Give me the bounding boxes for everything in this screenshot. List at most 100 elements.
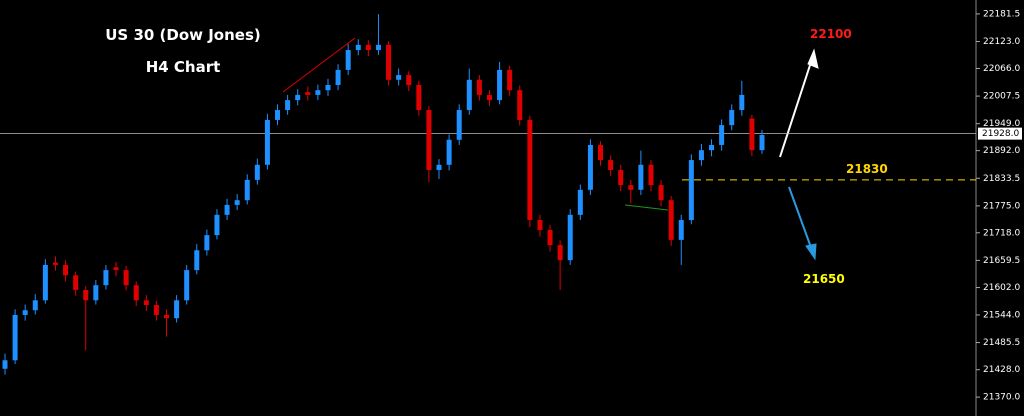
candle-body [527,119,533,221]
candle [497,61,503,105]
candle-body [608,160,614,170]
arrow-shaft [779,55,814,158]
candle [325,78,331,96]
candle-body [719,125,725,145]
candle [264,113,270,170]
y-tick-label: 22066.0 [983,64,1020,74]
candle-body [123,270,129,286]
candle [618,164,624,192]
candle [567,209,573,265]
candle [749,114,755,157]
candle [416,80,422,116]
y-tick-label: 22123.0 [983,37,1020,47]
candle [456,104,462,145]
candle-body [325,84,331,91]
candle [103,264,109,290]
candle-body [83,289,89,301]
candle-body [658,185,664,201]
y-tick-label: 21485.5 [983,338,1020,348]
candle [719,119,725,151]
last-price-label: 21928.0 [982,129,1019,139]
y-tick-label: 21370.0 [983,393,1020,403]
candle-body [446,139,452,165]
candle [486,90,492,107]
candle-body [396,75,402,80]
candle-body [406,75,412,85]
candle-body [628,185,634,190]
up-arrow [779,48,819,158]
candle [446,134,452,171]
candle [224,198,230,221]
candle [527,115,533,228]
candle [759,129,765,154]
candle-body [163,314,169,319]
candle [476,75,482,101]
candle [688,154,694,225]
candle-body [678,220,684,240]
candle [204,229,210,256]
arrow-head [805,243,817,261]
candle [275,104,281,126]
candle [466,68,472,115]
candle-body [315,90,321,95]
candle-body [133,285,139,301]
y-tick-label: 21949.0 [983,119,1020,129]
candle [244,174,250,205]
candle-body [648,164,654,186]
candle [739,80,745,116]
candle-body [63,264,69,276]
candle [577,184,583,221]
candle [22,304,28,321]
candle [709,139,715,157]
candle-body [103,270,109,286]
candle [406,71,412,92]
candle [628,179,634,204]
candle [214,209,220,240]
candle-body [365,44,371,51]
candle [143,295,149,312]
candle [426,106,432,183]
candle [507,65,513,96]
target-label: 21650 [803,272,845,286]
candle [355,39,361,56]
candle-body [638,164,644,190]
candle [234,194,240,211]
last-price-box [978,127,1022,140]
y-tick-label: 22007.5 [983,92,1020,102]
candle [295,89,301,106]
y-tick-label: 21718.0 [983,228,1020,238]
candle-body [2,360,8,369]
candle [194,244,200,275]
trend-line [624,204,669,211]
candle [63,260,69,282]
candle [557,240,563,290]
candle [678,214,684,265]
candle-body [507,69,513,91]
candle-body [32,300,38,311]
candle-body [244,179,250,201]
candle [73,271,79,296]
candle-body [335,69,341,85]
candle-body [345,50,351,70]
candle-body [698,150,704,161]
y-tick-label: 21833.5 [983,174,1020,184]
candle [285,94,291,115]
candle-body [285,100,291,111]
candle [345,43,351,76]
candle-body [587,144,593,190]
candle [365,40,371,57]
candle [729,104,735,131]
candle-body [709,144,715,151]
chart-title: US 30 (Dow Jones) [105,26,261,44]
candle-body [184,270,190,301]
candle-body [598,144,604,161]
candle [305,86,311,101]
candle-body [537,220,543,230]
candle-body [12,314,18,361]
candle [537,214,543,237]
arrow-head [807,48,819,69]
y-tick-label: 21428.0 [983,365,1020,375]
candle-body [547,229,553,246]
candle [163,309,169,337]
candle-body [557,245,563,261]
